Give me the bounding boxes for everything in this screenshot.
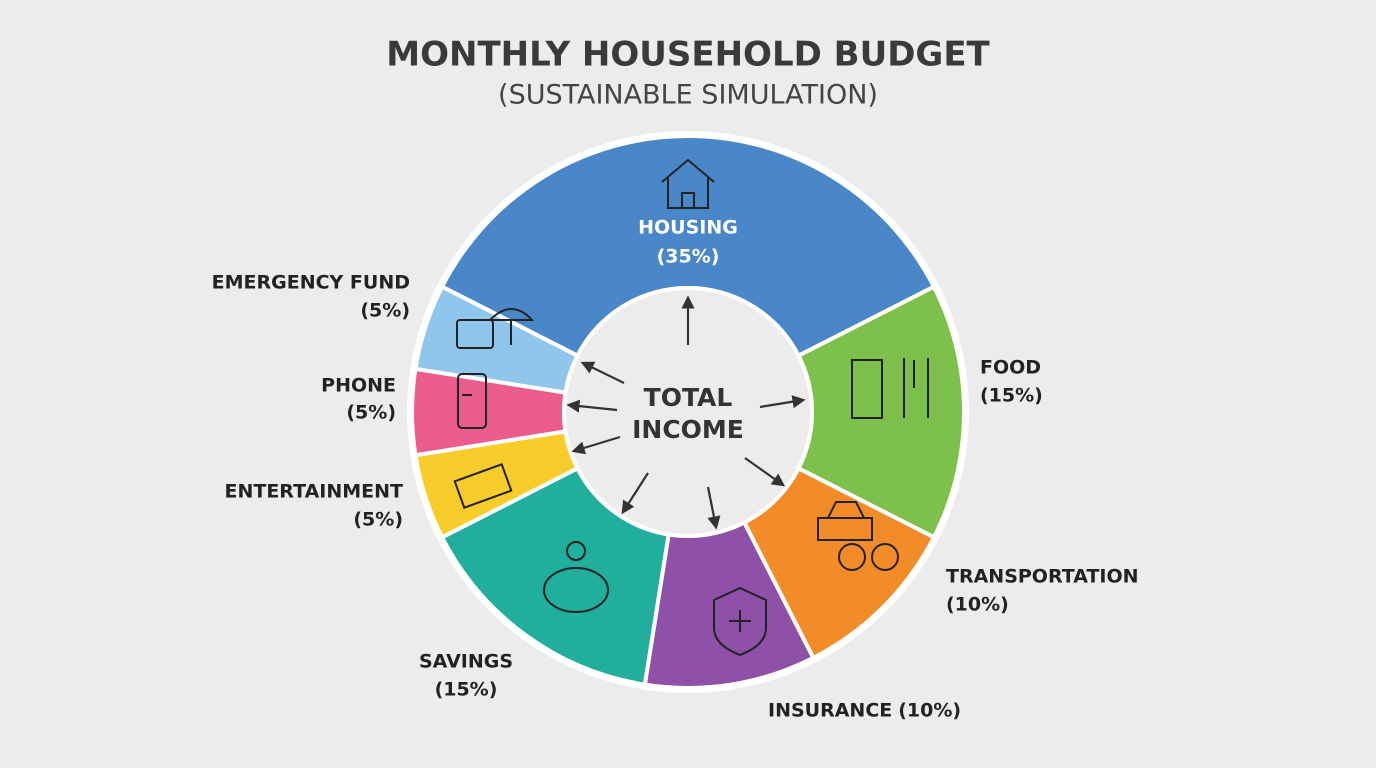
chart-subtitle: (SUSTAINABLE SIMULATION) xyxy=(498,80,878,111)
center-hole xyxy=(562,286,814,538)
category-label: INSURANCE xyxy=(768,700,892,722)
value-label: (10%) xyxy=(946,594,1009,616)
value-label: (15%) xyxy=(435,679,498,701)
icons xyxy=(453,158,929,657)
chart-title: MONTHLY HOUSEHOLD BUDGET xyxy=(386,35,990,75)
category-label: EMERGENCY FUND xyxy=(212,272,410,294)
category-label: ENTERTAINMENT xyxy=(224,481,403,503)
value-label: (5%) xyxy=(360,300,410,322)
value-label: (5%) xyxy=(353,509,403,531)
value-label: (10%) xyxy=(898,700,961,722)
category-label: TRANSPORTATION xyxy=(946,566,1139,588)
value-label: (5%) xyxy=(346,402,396,424)
value-label: (15%) xyxy=(980,385,1043,407)
center-label: TOTAL INCOME xyxy=(632,383,744,444)
category-label: SAVINGS xyxy=(419,651,513,673)
category-label: HOUSING xyxy=(638,217,738,239)
category-label: FOOD xyxy=(980,357,1041,379)
value-label: (35%) xyxy=(657,246,720,268)
category-label: PHONE xyxy=(321,375,396,397)
arrows xyxy=(566,295,806,530)
